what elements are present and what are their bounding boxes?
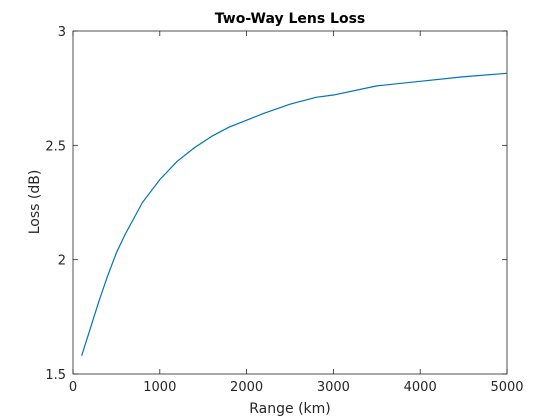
y-tick-label: 2.5 xyxy=(45,139,66,154)
y-tick-label: 3 xyxy=(58,25,66,40)
x-tick-label: 0 xyxy=(69,380,77,395)
y-tick-label: 1.5 xyxy=(45,368,66,383)
chart-title: Two-Way Lens Loss xyxy=(215,11,366,27)
y-axis-label: Loss (dB) xyxy=(27,170,43,235)
y-axis-ticks: 1.5 2 2.5 3 xyxy=(45,25,507,383)
plot-area xyxy=(72,30,508,375)
y-tick-label: 2 xyxy=(58,254,66,269)
x-tick-label: 5000 xyxy=(490,380,523,395)
x-tick-label: 1000 xyxy=(143,380,176,395)
x-tick-label: 3000 xyxy=(317,380,350,395)
x-axis-label: Range (km) xyxy=(249,401,331,417)
x-tick-label: 4000 xyxy=(404,380,437,395)
series-layer xyxy=(81,72,508,356)
x-tick-label: 2000 xyxy=(230,380,263,395)
x-axis-ticks: 0 1000 2000 3000 4000 5000 xyxy=(69,31,524,395)
loss-curve-line xyxy=(81,72,508,356)
